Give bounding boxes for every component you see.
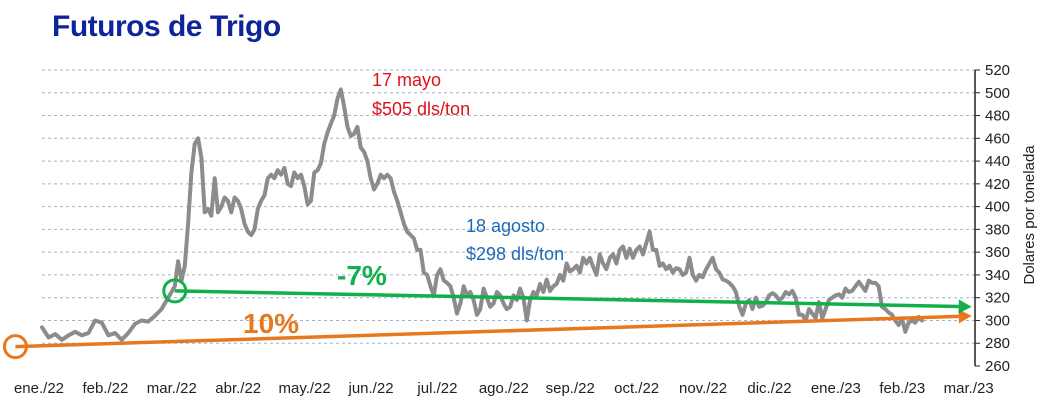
- x-tick-label: sep./22: [546, 380, 595, 397]
- y-tick-label: 460: [985, 130, 1010, 147]
- x-tick-label: oct./22: [614, 380, 659, 397]
- y-tick-label: 360: [985, 244, 1010, 261]
- orange-trend-shaft: [15, 314, 959, 349]
- orange-trend-head: [958, 309, 972, 324]
- y-tick-label: 380: [985, 221, 1010, 238]
- x-tick-label: ene./23: [811, 380, 861, 397]
- x-tick-label: abr./22: [215, 380, 261, 397]
- green-trend-head: [958, 299, 972, 314]
- august-annotation-date: 18 agosto: [466, 216, 545, 236]
- peak-annotation-date: 17 mayo: [372, 70, 441, 90]
- green-trend-start-marker: [162, 278, 188, 304]
- y-tick-label: 320: [985, 290, 1010, 307]
- x-tick-label: nov./22: [679, 380, 727, 397]
- x-tick-label: jul./22: [416, 380, 457, 397]
- orange-trend-label: 10%: [243, 308, 299, 339]
- y-tick-label: 340: [985, 267, 1010, 284]
- x-tick-label: feb./23: [879, 380, 925, 397]
- y-tick-label: 280: [985, 335, 1010, 352]
- green-trend-shaft: [174, 289, 959, 309]
- chart-title: Futuros de Trigo: [52, 10, 281, 43]
- green-trend-label: -7%: [337, 260, 387, 291]
- x-tick-label: ene./22: [14, 380, 64, 397]
- y-tick-label: 480: [985, 108, 1010, 125]
- x-tick-label: mar./22: [147, 380, 197, 397]
- y-axis-label: Dolares por tonelada: [1021, 145, 1038, 285]
- y-tick-label: 500: [985, 85, 1010, 102]
- x-tick-label: dic./22: [747, 380, 791, 397]
- x-tick-label: jun./22: [348, 380, 394, 397]
- x-tick-label: mar./23: [944, 380, 994, 397]
- y-tick-label: 260: [985, 358, 1010, 375]
- y-tick-label: 440: [985, 153, 1010, 170]
- gridlines: [42, 69, 975, 344]
- y-axis: 260 280 300 320 340 360 380 400 420 440 460 480 500 5…: [974, 62, 1010, 375]
- y-tick-label: 520: [985, 62, 1010, 79]
- x-tick-label: feb./22: [82, 380, 128, 397]
- y-tick-label: 400: [985, 199, 1010, 216]
- y-tick-label: 300: [985, 312, 1010, 329]
- x-axis-labels: ene./22 feb./22 mar./22 abr./22 may./22 jun./…: [14, 380, 994, 397]
- x-tick-label: may./22: [278, 380, 330, 397]
- x-tick-label: ago./22: [479, 380, 529, 397]
- orange-trend-start-marker: [2, 334, 28, 360]
- trend-lines: [2, 278, 972, 360]
- y-tick-label: 420: [985, 176, 1010, 193]
- peak-annotation-price: $505 dls/ton: [372, 99, 470, 119]
- august-annotation-price: $298 dls/ton: [466, 244, 564, 264]
